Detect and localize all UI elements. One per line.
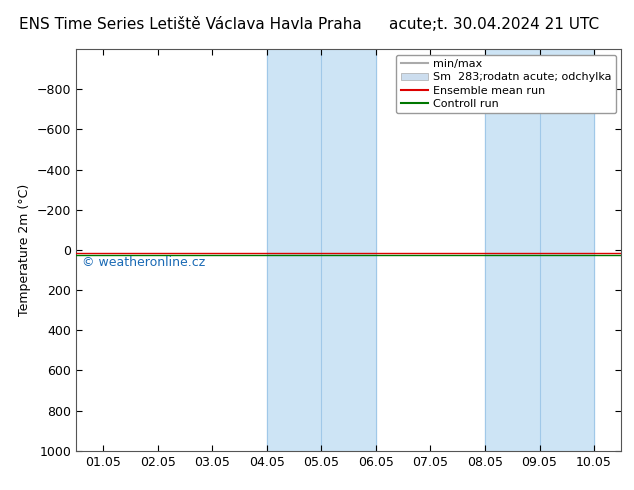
Bar [267, 49, 376, 451]
Text: acute;t. 30.04.2024 21 UTC: acute;t. 30.04.2024 21 UTC [389, 17, 600, 32]
Bar [485, 49, 594, 451]
Text: ENS Time Series Letiště Václava Havla Praha: ENS Time Series Letiště Václava Havla Pr… [19, 17, 361, 32]
Y-axis label: Temperature 2m (°C): Temperature 2m (°C) [18, 184, 31, 316]
Legend: min/max, Sm  283;rodatn acute; odchylka, Ensemble mean run, Controll run: min/max, Sm 283;rodatn acute; odchylka, … [396, 54, 616, 114]
Text: © weatheronline.cz: © weatheronline.cz [82, 256, 205, 269]
